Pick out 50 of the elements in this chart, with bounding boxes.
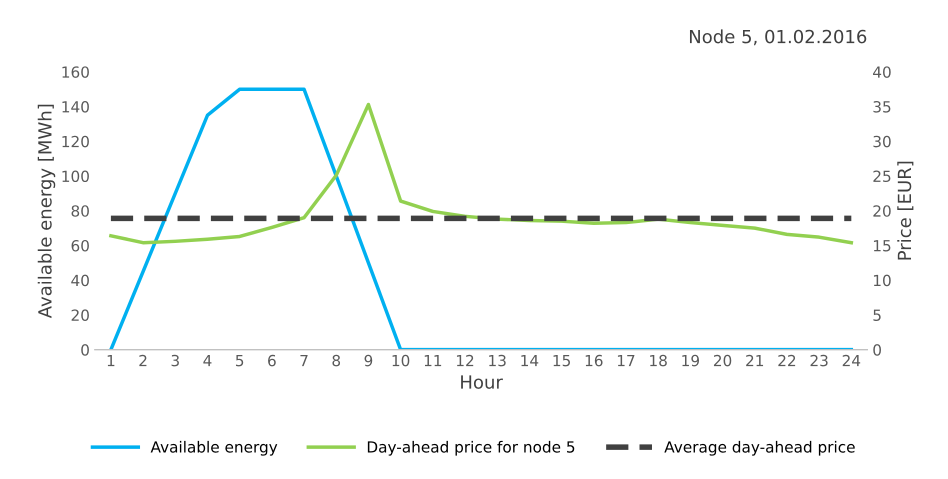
y2-tick-label: 40	[873, 66, 891, 78]
y2-tick-label: 35	[873, 101, 890, 113]
legend-label: Available energy	[150, 440, 278, 456]
x-tick-label: 11	[424, 355, 442, 366]
y2-tick-label: 30	[873, 136, 891, 148]
y-tick-label: 140	[62, 101, 89, 113]
x-tick-label: 23	[810, 354, 828, 366]
x-tick-label: 4	[203, 355, 212, 366]
x-tick-label: 24	[842, 354, 860, 366]
line-series	[109, 87, 854, 350]
y2-tick-label: 0	[873, 344, 881, 356]
y-tick-label: 80	[72, 205, 89, 217]
x-tick-label: 8	[332, 354, 340, 366]
x-tick-label: 13	[489, 354, 506, 366]
y2-tick-label: 25	[873, 170, 890, 182]
x-axis-title: Hour	[461, 375, 503, 389]
x-tick-label: 18	[650, 354, 667, 366]
y-tick-label: 120	[62, 136, 89, 148]
y2-tick-label: 20	[873, 205, 891, 217]
x-tick-label: 7	[300, 355, 308, 366]
y-tick-label: 100	[62, 170, 89, 182]
x-tick-label: 10	[392, 354, 410, 366]
y-tick-label: 160	[62, 66, 89, 78]
y2-tick-label: 5	[873, 310, 881, 321]
legend-label: Day-ahead price for node 5	[368, 440, 574, 456]
x-tick-label: 6	[268, 354, 276, 366]
x-tick-label: 15	[554, 355, 570, 366]
x-tick-label: 14	[521, 355, 538, 366]
y2-tick-label: 10	[874, 274, 891, 286]
x-tick-label: 19	[682, 354, 700, 366]
x-tick-label: 16	[586, 354, 603, 366]
x-tick-label: 5	[236, 355, 244, 366]
x-tick-label: 21	[746, 354, 764, 366]
legend-label: Average day-ahead price	[664, 440, 855, 456]
x-tick-label: 22	[778, 354, 796, 366]
x-tick-label: 3	[172, 354, 179, 366]
x-tick-label: 17	[618, 355, 634, 366]
chart-title: Node 5, 01.02.2016	[690, 29, 866, 46]
x-tick-label: 12	[456, 354, 474, 366]
y-tick-label: 60	[72, 240, 89, 252]
x-tick-label: 9	[364, 354, 372, 366]
y2-axis-title: Price [EUR]	[897, 162, 914, 260]
y-tick-label: 20	[72, 309, 89, 321]
y2-tick-label: 15	[874, 240, 890, 252]
x-tick-label: 1	[108, 355, 114, 366]
y-axis-title: Available energy [MWh]	[38, 104, 56, 318]
y-tick-label: 0	[81, 344, 89, 356]
y-tick-label: 40	[71, 274, 89, 286]
x-tick-label: 2	[139, 354, 146, 366]
x-tick-label: 20	[714, 354, 732, 366]
